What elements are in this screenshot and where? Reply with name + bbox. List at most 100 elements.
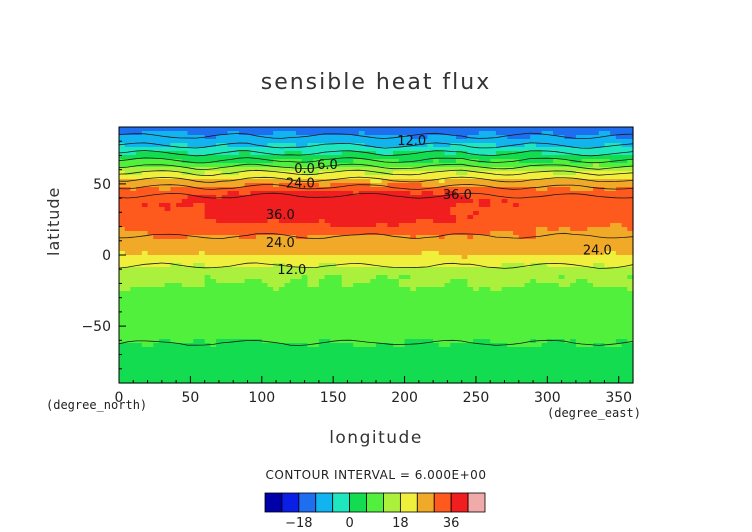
heatmap-cell bbox=[267, 267, 274, 272]
heatmap-cell bbox=[193, 139, 200, 144]
heatmap-cell bbox=[450, 191, 457, 196]
heatmap-cell bbox=[570, 263, 577, 268]
heatmap-cell bbox=[518, 247, 526, 252]
heatmap-cell bbox=[598, 263, 606, 268]
heatmap-cell bbox=[615, 227, 623, 232]
heatmap-cell bbox=[278, 275, 286, 280]
heatmap-cell bbox=[176, 283, 183, 288]
heatmap-cell bbox=[273, 307, 280, 312]
heatmap-cell bbox=[570, 139, 577, 144]
heatmap-cell bbox=[438, 319, 446, 324]
heatmap-cell bbox=[153, 267, 160, 272]
heatmap-cell bbox=[318, 335, 326, 340]
heatmap-cell bbox=[238, 239, 246, 244]
heatmap-cell bbox=[124, 199, 132, 204]
heatmap-cell bbox=[484, 223, 491, 228]
heatmap-cell bbox=[610, 251, 617, 256]
heatmap-cell bbox=[484, 263, 491, 268]
heatmap-cell bbox=[158, 215, 166, 220]
heatmap-cell bbox=[221, 275, 229, 280]
heatmap-cell bbox=[204, 203, 211, 208]
heatmap-cell bbox=[598, 191, 606, 196]
heatmap-cell bbox=[558, 179, 566, 184]
heatmap-cell bbox=[444, 263, 451, 268]
heatmap-cell bbox=[318, 311, 326, 316]
heatmap-cell bbox=[273, 219, 280, 224]
heatmap-cell bbox=[221, 211, 229, 216]
heatmap-cell bbox=[273, 295, 280, 300]
heatmap-cell bbox=[124, 307, 132, 312]
heatmap-cell bbox=[244, 159, 251, 164]
heatmap-cell bbox=[627, 335, 634, 340]
heatmap-cell bbox=[307, 271, 314, 276]
heatmap-cell bbox=[387, 171, 394, 176]
heatmap-cell bbox=[461, 275, 468, 280]
heatmap-cell bbox=[147, 223, 154, 228]
heatmap-cell bbox=[336, 167, 343, 172]
heatmap-cell bbox=[433, 315, 440, 320]
heatmap-cell bbox=[318, 227, 326, 232]
heatmap-cell bbox=[136, 175, 143, 180]
heatmap-cell bbox=[433, 219, 440, 224]
heatmap-cell bbox=[575, 131, 583, 136]
heatmap-cell bbox=[284, 291, 291, 296]
heatmap-cell bbox=[141, 175, 149, 180]
heatmap-cell bbox=[421, 155, 428, 160]
heatmap-cell bbox=[381, 155, 389, 160]
heatmap-cell bbox=[558, 267, 566, 272]
heatmap-cell bbox=[558, 255, 566, 260]
heatmap-cell bbox=[433, 343, 440, 348]
heatmap-cell bbox=[547, 247, 554, 252]
heatmap-cell bbox=[347, 343, 354, 348]
heatmap-cell bbox=[324, 255, 331, 260]
heatmap-cell bbox=[233, 319, 240, 324]
heatmap-cell bbox=[273, 343, 280, 348]
heatmap-cell bbox=[501, 343, 508, 348]
heatmap-cell bbox=[261, 251, 269, 256]
heatmap-cell bbox=[227, 195, 234, 200]
heatmap-cell bbox=[461, 155, 468, 160]
heatmap-cell bbox=[621, 283, 628, 288]
heatmap-cell bbox=[581, 159, 588, 164]
heatmap-cell bbox=[176, 211, 183, 216]
heatmap-cell bbox=[164, 303, 171, 308]
heatmap-cell bbox=[244, 151, 251, 156]
heatmap-cell bbox=[495, 223, 503, 228]
heatmap-cell bbox=[273, 143, 280, 148]
heatmap-cell bbox=[455, 255, 463, 260]
heatmap-cell bbox=[376, 199, 383, 204]
heatmap-cell bbox=[381, 327, 389, 332]
heatmap-cell bbox=[198, 251, 206, 256]
heatmap-cell bbox=[501, 167, 508, 172]
heatmap-cell bbox=[621, 343, 628, 348]
heatmap-cell bbox=[415, 207, 423, 212]
heatmap-cell bbox=[336, 303, 343, 308]
heatmap-cell bbox=[284, 179, 291, 184]
heatmap-cell bbox=[387, 207, 394, 212]
heatmap-cell bbox=[124, 215, 132, 220]
heatmap-cell bbox=[278, 203, 286, 208]
heatmap-cell bbox=[381, 275, 389, 280]
heatmap-cell bbox=[341, 223, 349, 228]
heatmap-cell bbox=[627, 271, 634, 276]
heatmap-cell bbox=[570, 239, 577, 244]
heatmap-cell bbox=[221, 303, 229, 308]
heatmap-cell bbox=[467, 239, 474, 244]
heatmap-cell bbox=[501, 143, 508, 148]
heatmap-cell bbox=[136, 231, 143, 236]
heatmap-cell bbox=[187, 239, 194, 244]
heatmap-cell bbox=[330, 287, 337, 292]
heatmap-cell bbox=[210, 195, 217, 200]
heatmap-cell bbox=[467, 283, 474, 288]
heatmap-cell bbox=[433, 183, 440, 188]
heatmap-cell bbox=[193, 191, 200, 196]
heatmap-cell bbox=[176, 159, 183, 164]
heatmap-cell bbox=[473, 243, 480, 248]
heatmap-cell bbox=[387, 323, 394, 328]
heatmap-cell bbox=[518, 183, 526, 188]
heatmap-cell bbox=[415, 243, 423, 248]
heatmap-cell bbox=[164, 291, 171, 296]
heatmap-cell bbox=[558, 335, 566, 340]
heatmap-cell bbox=[204, 147, 211, 152]
heatmap-cell bbox=[450, 131, 457, 136]
